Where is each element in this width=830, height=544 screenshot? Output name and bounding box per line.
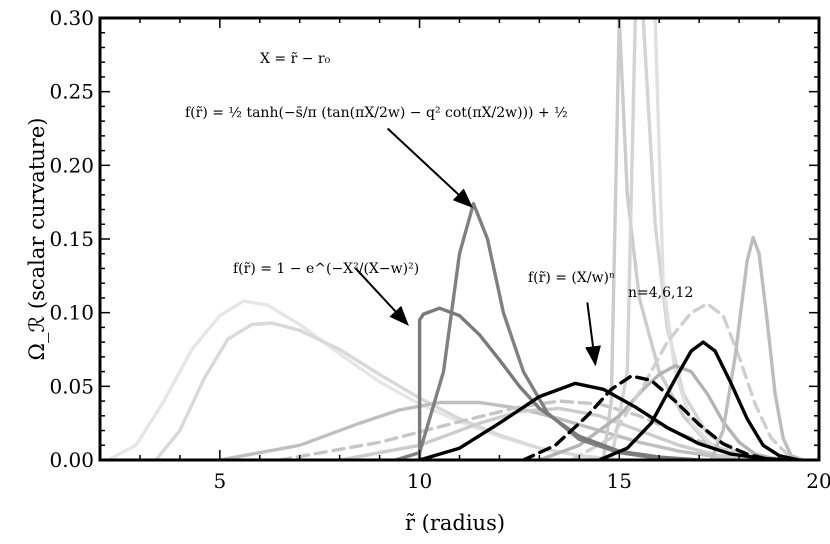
annotation-arrow-2	[354, 267, 409, 326]
y-tick-label: 0.30	[49, 6, 94, 30]
y-tick-label: 0.05	[49, 374, 94, 398]
annotation-3-line-1: f(r̃) = (X/w)ⁿ	[528, 270, 615, 286]
series-line-13	[709, 235, 805, 460]
series-line-11	[537, 364, 781, 460]
x-tick-label: 20	[806, 469, 830, 493]
annotation-2: f(r̃) = 1 − e^(−X²/(X−w)²)	[233, 261, 419, 277]
series-line-16	[417, 381, 789, 460]
annotation-1-line-2: f(r̃) = ½ tanh(−s̄/π (tan(πX/2w) − q² co…	[185, 105, 568, 121]
y-tick-label: 0.15	[49, 227, 94, 251]
series-line-1	[106, 299, 621, 460]
series-group	[106, 18, 805, 460]
series-line-17	[521, 374, 773, 460]
x-tick-label: 10	[407, 469, 432, 493]
y-tick-label: 0.20	[49, 153, 94, 177]
series-line-12	[569, 302, 805, 460]
y-tick-label: 0.25	[49, 80, 94, 104]
series-line-18	[597, 340, 801, 460]
x-tick-label: 5	[213, 469, 226, 493]
plot-frame	[98, 16, 821, 462]
annotation-1-line-1: X = r̃ − r₀	[260, 51, 331, 67]
y-tick-label: 0.00	[49, 448, 94, 472]
y-tick-label: 0.10	[49, 301, 94, 325]
x-tick-label: 15	[607, 469, 632, 493]
series-line-5	[338, 406, 761, 460]
annotation-arrow-1	[386, 127, 473, 208]
x-axis-label: r̃ (radius)	[405, 511, 505, 535]
annotation-3-line-2: n=4,6,12	[628, 285, 693, 301]
axis-ticks: 5 10 15 20 0.00 0.05 0.10 0.15 0.20 0.25 0.30	[49, 6, 830, 493]
annotation-arrows	[354, 127, 601, 367]
series-line-7	[617, 18, 773, 460]
annotation-arrow-3	[585, 302, 601, 367]
series-line-2	[154, 321, 621, 460]
y-axis-label: Ω_ℛ (scalar curvature)	[25, 118, 49, 361]
